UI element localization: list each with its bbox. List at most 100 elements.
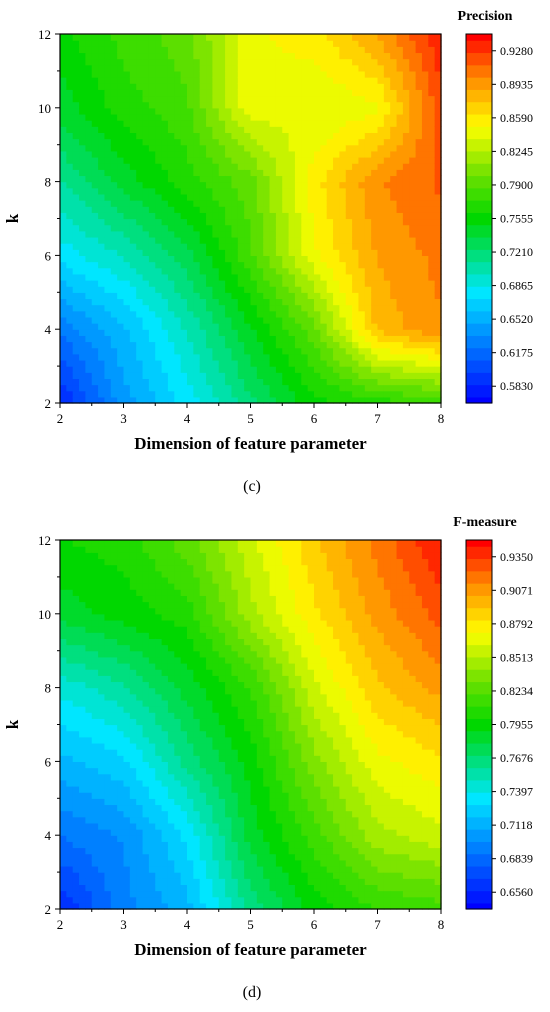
heatmap-cell (136, 113, 144, 121)
heatmap-cell (167, 175, 175, 183)
heatmap-cell (148, 884, 156, 892)
heatmap-cell (193, 64, 201, 72)
heatmap-cell (117, 736, 125, 744)
heatmap-cell (421, 286, 429, 293)
heatmap-cell (333, 150, 340, 158)
heatmap-cell (117, 206, 125, 213)
heatmap-cell (434, 378, 442, 386)
heatmap-cell (244, 187, 252, 195)
heatmap-cell (275, 273, 283, 281)
heatmap-cell (98, 353, 106, 361)
heatmap-cell (231, 206, 239, 213)
heatmap-cell (282, 378, 290, 386)
heatmap-cell (187, 77, 194, 84)
heatmap-cell (193, 120, 201, 127)
heatmap-cell (161, 359, 169, 367)
heatmap-cell (263, 236, 271, 244)
heatmap-cell (180, 347, 188, 355)
heatmap-cell (244, 329, 252, 336)
heatmap-cell (206, 286, 213, 293)
heatmap-cell (250, 163, 258, 170)
heatmap-cell (320, 107, 328, 115)
heatmap-cell (206, 243, 213, 250)
heatmap-cell (193, 902, 201, 910)
heatmap-cell (301, 286, 309, 293)
heatmap-cell (358, 310, 366, 318)
heatmap-cell (117, 193, 125, 201)
heatmap-cell (66, 835, 74, 842)
heatmap-cell (364, 230, 372, 238)
heatmap-cell (123, 292, 131, 300)
heatmap-cell (91, 779, 99, 787)
heatmap-cell (85, 878, 93, 885)
heatmap-cell (402, 144, 410, 152)
heatmap-cell (390, 126, 398, 133)
heatmap-cell (282, 107, 290, 115)
heatmap-cell (110, 261, 118, 269)
heatmap-cell (244, 46, 252, 54)
heatmap-cell (60, 304, 67, 312)
heatmap-cell (377, 52, 385, 60)
heatmap-cell (66, 58, 74, 66)
heatmap-cell (110, 589, 118, 596)
heatmap-cell (79, 218, 86, 226)
heatmap-cell (98, 613, 106, 621)
heatmap-cell (187, 52, 194, 60)
heatmap-cell (174, 761, 182, 769)
heatmap-cell (174, 101, 182, 109)
heatmap-cell (129, 298, 137, 306)
heatmap-cell (187, 193, 194, 201)
heatmap-cell (371, 378, 379, 386)
heatmap-cell (104, 675, 112, 683)
heatmap-cell (282, 113, 290, 121)
heatmap-cell (129, 249, 137, 256)
heatmap-cell (231, 372, 239, 379)
heatmap-cell (402, 347, 410, 355)
heatmap-cell (167, 212, 175, 220)
heatmap-cell (377, 150, 385, 158)
heatmap-cell (161, 742, 169, 750)
heatmap-cell (148, 699, 156, 707)
heatmap-cell (199, 236, 207, 244)
heatmap-cell (193, 212, 201, 220)
heatmap-cell (275, 163, 283, 170)
heatmap-cell (155, 70, 163, 78)
heatmap-cell (193, 157, 201, 164)
heatmap-cell (199, 132, 207, 140)
heatmap-cell (98, 390, 106, 398)
heatmap-cell (180, 835, 188, 842)
heatmap-cell (187, 206, 194, 213)
heatmap-cell (383, 34, 391, 41)
heatmap-cell (326, 200, 334, 207)
heatmap-cell (206, 95, 213, 103)
heatmap-cell (237, 126, 245, 133)
heatmap-cell (421, 193, 429, 201)
heatmap-cell (428, 193, 436, 201)
heatmap-cell (358, 83, 366, 90)
heatmap-cell (129, 316, 137, 324)
heatmap-cell (294, 267, 302, 275)
heatmap-cell (218, 329, 226, 336)
colorbar-swatch (466, 83, 492, 90)
heatmap-cell (434, 150, 442, 158)
heatmap-cell (339, 64, 347, 72)
heatmap-cell (428, 347, 436, 355)
heatmap-cell (85, 792, 93, 799)
heatmap-cell (409, 169, 417, 177)
heatmap-cell (91, 859, 99, 867)
heatmap-cell (237, 255, 245, 263)
heatmap-cell (326, 280, 334, 287)
heatmap-cell (275, 193, 283, 201)
heatmap-cell (358, 341, 366, 349)
heatmap-cell (256, 95, 264, 103)
heatmap-cell (237, 163, 245, 170)
heatmap-cell (174, 822, 182, 830)
panel-label-c: (c) (243, 478, 261, 495)
heatmap-cell (269, 230, 277, 238)
heatmap-cell (377, 304, 385, 312)
heatmap-cell (85, 644, 93, 652)
heatmap-cell (110, 570, 118, 578)
heatmap-cell (129, 83, 137, 90)
heatmap-cell (320, 126, 328, 133)
heatmap-cell (66, 323, 74, 330)
